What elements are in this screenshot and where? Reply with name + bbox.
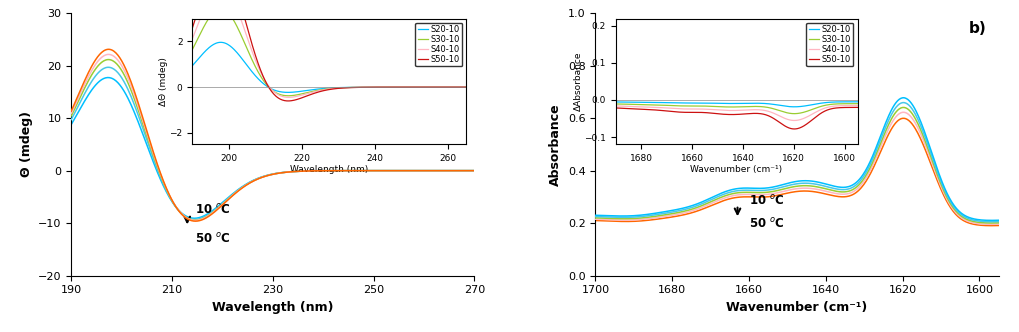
X-axis label: Wavelength (nm): Wavelength (nm) (212, 301, 333, 314)
Text: b): b) (969, 21, 986, 36)
Text: 10 $^o$C: 10 $^o$C (749, 194, 785, 208)
Text: 50 $^o$C: 50 $^o$C (749, 216, 785, 231)
Y-axis label: Θ (mdeg): Θ (mdeg) (19, 112, 33, 177)
Text: 10 $^o$C: 10 $^o$C (195, 203, 230, 217)
X-axis label: Wavenumber (cm⁻¹): Wavenumber (cm⁻¹) (727, 301, 867, 314)
Text: a): a) (445, 21, 463, 36)
Y-axis label: Absorbance: Absorbance (549, 103, 562, 186)
Text: 50 $^o$C: 50 $^o$C (195, 232, 230, 246)
